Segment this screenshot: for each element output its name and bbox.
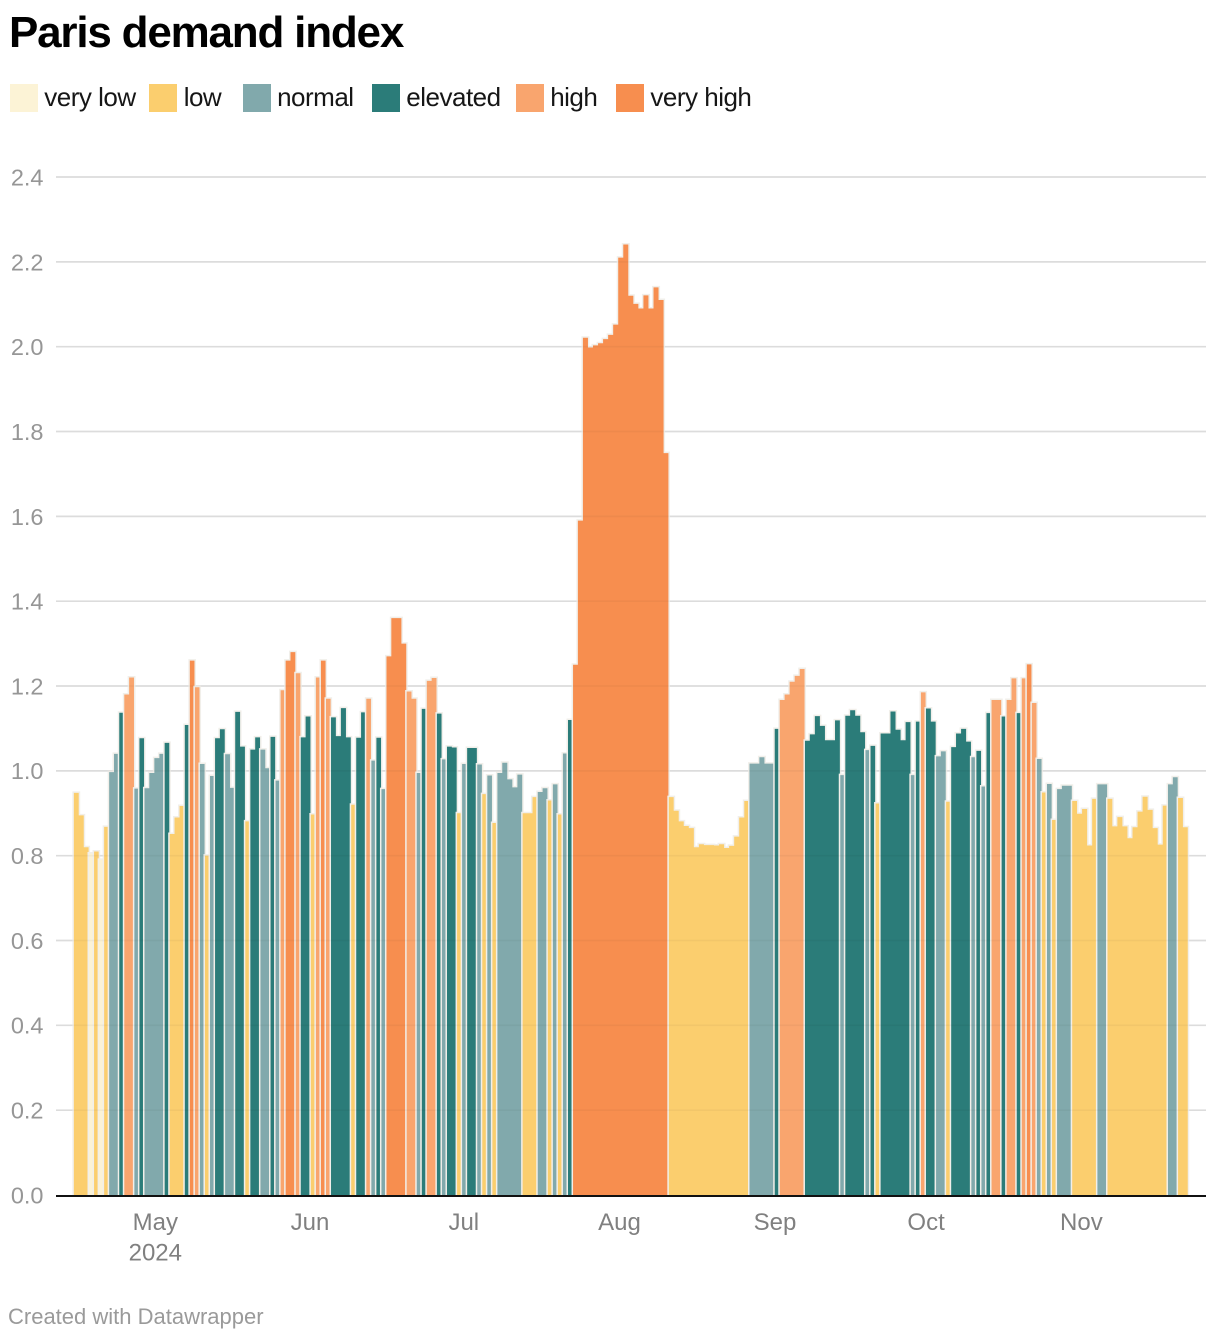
svg-text:May: May [133, 1209, 178, 1236]
svg-text:1.8: 1.8 [11, 419, 44, 445]
svg-text:Jun: Jun [291, 1209, 330, 1236]
svg-text:Aug: Aug [598, 1209, 641, 1236]
svg-text:0.8: 0.8 [11, 843, 44, 869]
svg-text:1.6: 1.6 [11, 504, 44, 530]
svg-text:Sep: Sep [754, 1209, 797, 1236]
svg-text:Oct: Oct [907, 1209, 945, 1236]
svg-text:1.2: 1.2 [11, 673, 44, 699]
svg-text:2.2: 2.2 [11, 249, 44, 275]
svg-text:Nov: Nov [1060, 1209, 1103, 1236]
svg-text:0.4: 0.4 [11, 1013, 44, 1039]
svg-text:Jul: Jul [448, 1209, 479, 1236]
svg-text:0.6: 0.6 [11, 928, 44, 954]
svg-text:2.0: 2.0 [11, 334, 44, 360]
svg-text:0.2: 0.2 [11, 1098, 44, 1124]
svg-text:1.4: 1.4 [11, 589, 44, 615]
svg-text:2.4: 2.4 [11, 164, 44, 190]
svg-text:1.0: 1.0 [11, 758, 44, 784]
svg-text:2024: 2024 [129, 1239, 182, 1266]
svg-text:0.0: 0.0 [11, 1182, 44, 1208]
